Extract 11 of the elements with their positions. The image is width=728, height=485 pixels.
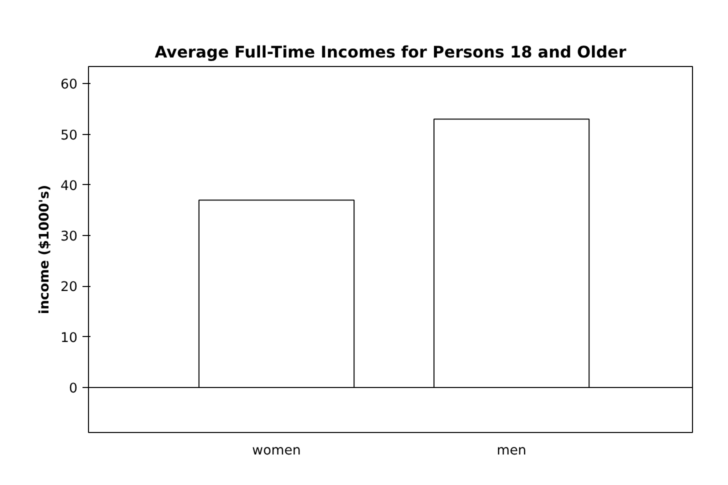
y-axis-title: income ($1000's)	[38, 184, 53, 314]
y-tick-label: 40	[60, 178, 78, 194]
y-tick-label: 60	[60, 78, 78, 93]
x-tick-label: men	[496, 444, 526, 458]
y-tick-label: 0	[69, 381, 78, 396]
y-tick-label: 10	[60, 330, 78, 346]
x-tick-label: women	[252, 444, 301, 458]
chart-title: Average Full-Time Incomes for Persons 18 and Older	[154, 42, 626, 62]
y-tick-label: 20	[60, 280, 78, 296]
y-tick-label: 30	[60, 230, 78, 245]
y-tick-label: 50	[60, 128, 78, 144]
